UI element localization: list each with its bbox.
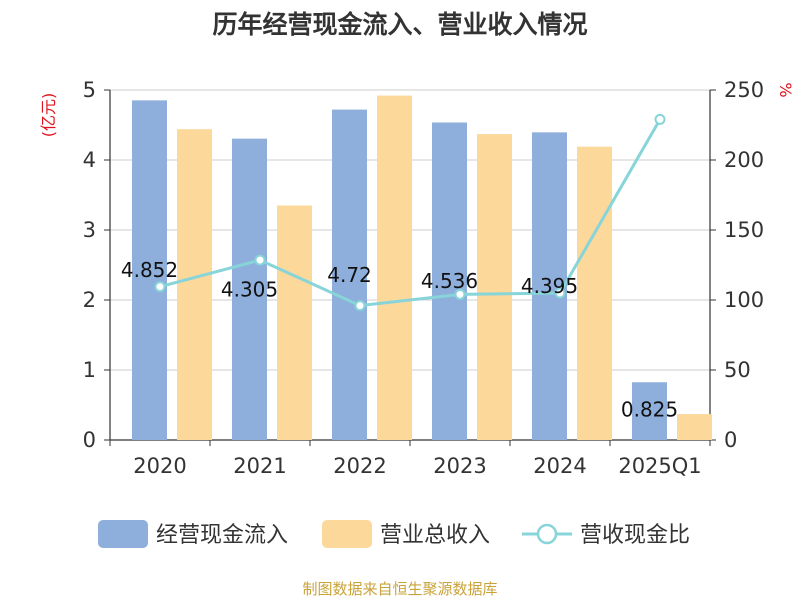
bar xyxy=(477,134,512,440)
right-tick-label: 0 xyxy=(724,428,737,452)
ratio-point xyxy=(454,288,466,300)
x-tick-label: 2023 xyxy=(433,454,486,478)
bar-data-label: 4.852 xyxy=(121,258,178,282)
ratio-line-path xyxy=(159,118,662,308)
legend-marker xyxy=(536,523,558,545)
bar xyxy=(632,382,667,440)
legend-label: 营业总收入 xyxy=(380,523,490,548)
bar-data-label: 4.395 xyxy=(521,274,578,298)
x-tick-label: 2021 xyxy=(233,454,286,478)
right-tick-label: 100 xyxy=(724,288,764,312)
bar-data-label: 4.305 xyxy=(221,277,278,301)
bar xyxy=(332,109,367,440)
ratio-point xyxy=(654,113,666,125)
bar xyxy=(677,414,712,440)
bar xyxy=(377,95,412,440)
bar xyxy=(132,100,167,441)
x-tick-label: 2022 xyxy=(333,454,386,478)
left-tick-label: 1 xyxy=(83,358,96,382)
right-tick-label: 200 xyxy=(724,148,764,172)
bar xyxy=(277,205,312,440)
left-tick-label: 2 xyxy=(83,288,96,312)
ratio-line xyxy=(154,113,666,312)
ratio-point xyxy=(254,254,266,266)
bar-data-label: 4.536 xyxy=(421,269,478,293)
left-tick-label: 3 xyxy=(83,218,96,242)
left-tick-label: 0 xyxy=(83,428,96,452)
bars xyxy=(132,95,712,441)
source-note: 制图数据来自恒生聚源数据库 xyxy=(302,580,497,598)
bar-data-label: 0.825 xyxy=(621,397,678,421)
legend-swatch xyxy=(322,520,372,548)
legend: 经营现金流入 营业总收入 营收现金比 xyxy=(98,520,690,548)
legend-label: 经营现金流入 xyxy=(156,523,288,548)
bar xyxy=(177,129,212,440)
legend-label: 营收现金比 xyxy=(580,523,690,548)
legend-swatch xyxy=(98,520,148,548)
right-tick-label: 50 xyxy=(724,358,751,382)
right-tick-label: 150 xyxy=(724,218,764,242)
x-tick-label: 2024 xyxy=(533,454,586,478)
chart-title: 历年经营现金流入、营业收入情况 xyxy=(212,10,587,39)
left-axis-unit: (亿元) xyxy=(39,93,58,138)
bar xyxy=(532,132,567,440)
x-tick-label: 2025Q1 xyxy=(618,454,701,478)
bar xyxy=(577,146,612,440)
ratio-point xyxy=(154,281,166,293)
bar xyxy=(232,138,267,440)
x-tick-label: 2020 xyxy=(133,454,186,478)
right-axis-unit: % xyxy=(776,82,795,97)
right-tick-label: 250 xyxy=(724,78,764,102)
ratio-point xyxy=(554,287,566,299)
bar xyxy=(432,122,467,440)
data-labels: 4.852 4.305 4.72 4.536 4.395 0.825 xyxy=(121,258,678,421)
bar-data-label: 4.72 xyxy=(327,263,372,287)
left-tick-label: 5 xyxy=(83,78,96,102)
left-tick-label: 4 xyxy=(83,148,96,172)
ratio-point xyxy=(354,300,366,312)
